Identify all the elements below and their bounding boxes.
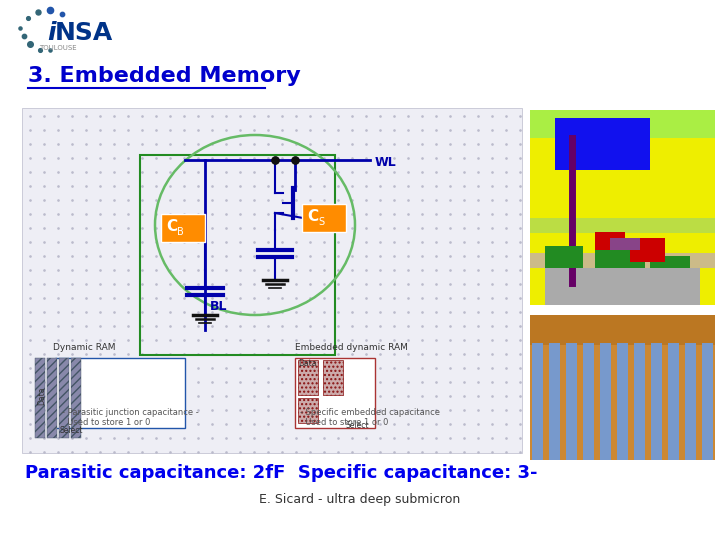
Text: C: C [307,209,318,224]
Bar [545,246,583,268]
Bar [668,343,679,460]
Text: Data: Data [298,359,317,368]
Bar [530,253,715,268]
Bar [298,398,318,423]
Bar [617,343,628,460]
Text: 3. Embedded Memory: 3. Embedded Memory [28,66,301,86]
Bar [555,118,650,170]
Text: - Parasitic junction capacitance -
  Used to store 1 or 0: - Parasitic junction capacitance - Used … [62,408,199,427]
Bar [530,138,715,218]
Bar [630,238,665,262]
Bar [549,343,560,460]
Text: TOULOUSE: TOULOUSE [39,45,77,51]
Bar [600,343,611,460]
Text: i: i [47,21,55,45]
Bar [55,358,185,428]
Bar [35,358,45,438]
Text: Select: Select [60,426,84,435]
Bar [583,343,594,460]
Text: B: B [177,227,184,237]
Bar [651,343,662,460]
Bar [530,218,715,233]
Text: Parasitic capacitance: 2fF  Specific capacitance: 3-: Parasitic capacitance: 2fF Specific capa… [25,464,538,482]
Bar [530,315,715,460]
Text: - Specific embedded capacitance
  Used to store 1 or 0: - Specific embedded capacitance Used to … [300,408,440,427]
Bar [685,343,696,460]
Bar [595,232,625,250]
Bar [295,358,375,428]
Bar [532,343,543,460]
Bar [530,110,715,138]
Bar [71,358,81,438]
Bar [610,238,640,250]
Bar [530,110,715,305]
Text: Select: Select [345,421,369,430]
Text: S: S [318,217,324,227]
Bar [530,315,715,345]
FancyBboxPatch shape [302,204,346,232]
Bar [298,360,318,395]
Bar [22,108,522,453]
Bar [323,360,343,395]
Text: Data: Data [37,387,46,405]
Text: WL: WL [375,156,397,168]
Bar [545,268,700,305]
Text: E. Sicard - ultra deep submicron: E. Sicard - ultra deep submicron [259,493,461,506]
Bar [566,343,577,460]
Bar [702,343,713,460]
Text: BL: BL [210,300,228,313]
Text: C: C [166,219,177,234]
Bar [634,343,645,460]
Bar [47,358,57,438]
Bar [530,233,715,253]
FancyBboxPatch shape [161,214,205,242]
Text: Dynamic RAM: Dynamic RAM [53,343,115,352]
Text: NSA: NSA [55,21,113,45]
Text: Embedded dynamic RAM: Embedded dynamic RAM [295,343,408,352]
Bar [140,155,335,355]
Bar [59,358,69,438]
Bar [650,256,690,268]
Bar [595,250,645,268]
